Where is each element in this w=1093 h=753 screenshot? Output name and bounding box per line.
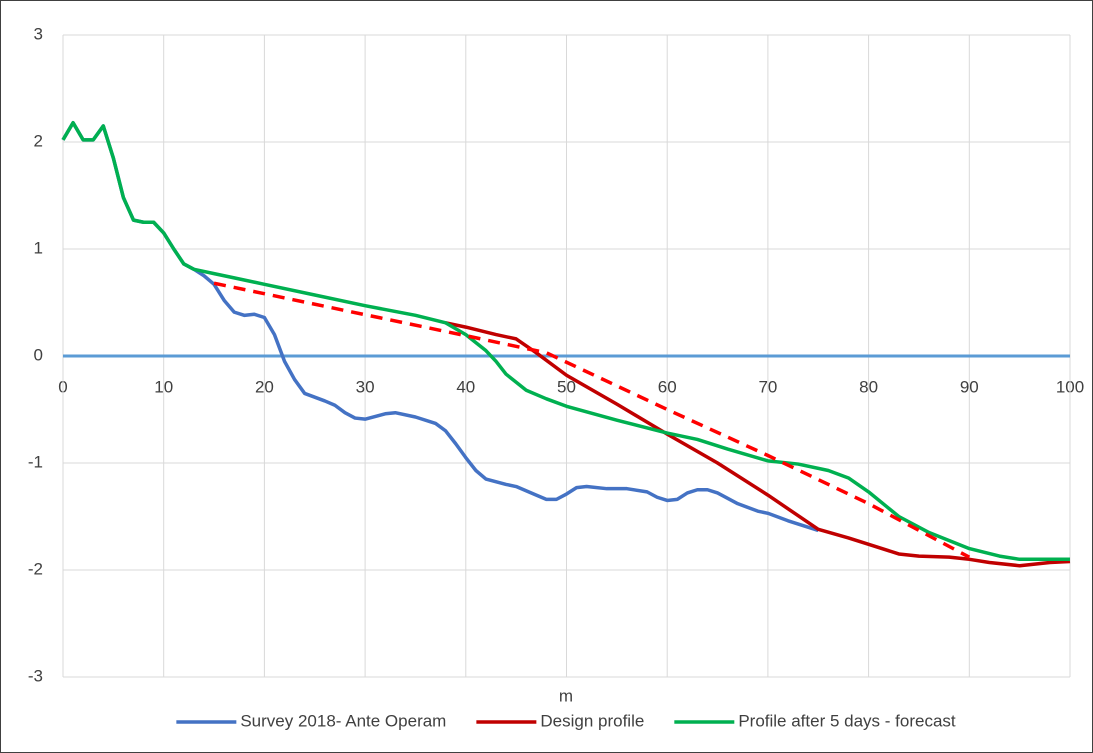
y-tick-label: 1 (34, 238, 43, 257)
series-line (445, 321, 1071, 568)
y-tick-label: 2 (34, 131, 43, 150)
y-tick-label: 0 (34, 345, 43, 364)
legend-label: Profile after 5 days - forecast (738, 711, 956, 730)
y-tick-label: -2 (28, 559, 43, 578)
x-axis-label: m (559, 686, 573, 705)
y-tick-label: -1 (28, 452, 43, 471)
legend-label: Survey 2018- Ante Operam (240, 711, 446, 730)
y-tick-label: -3 (28, 666, 43, 685)
y-tick-label: 3 (34, 24, 43, 43)
series-line (61, 120, 1070, 562)
legend-label: Design profile (540, 711, 644, 730)
